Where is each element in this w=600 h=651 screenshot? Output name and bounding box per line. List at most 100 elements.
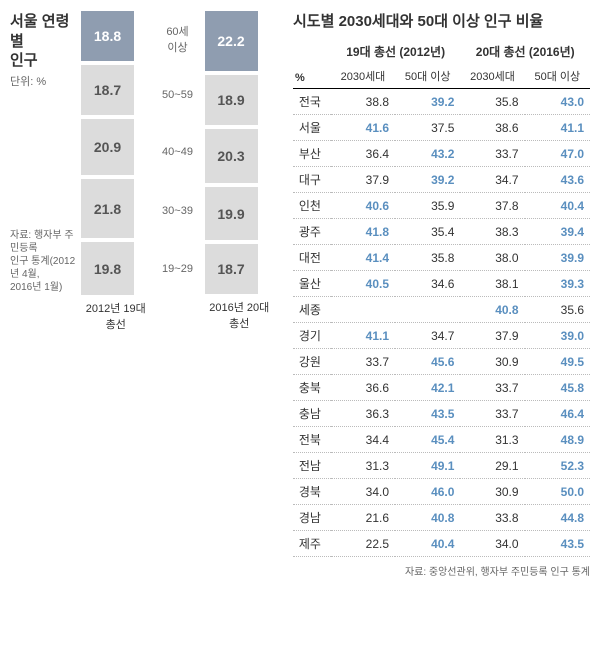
table-row: 경남21.640.833.844.8	[293, 505, 590, 531]
col-b-label: 2016년 20대 총선	[204, 299, 276, 331]
cell-value: 45.8	[525, 375, 590, 401]
table-row: 경기41.134.737.939.0	[293, 323, 590, 349]
cell-value: 40.6	[331, 193, 395, 219]
cell-value: 31.3	[460, 427, 524, 453]
cell-value: 49.1	[395, 453, 460, 479]
cell-value: 36.6	[331, 375, 395, 401]
table-row: 대전41.435.838.039.9	[293, 245, 590, 271]
cell-value: 40.4	[525, 193, 590, 219]
cell-region: 충북	[293, 375, 331, 401]
bar-segment: 21.8	[80, 178, 135, 239]
age-range-label: 30~39	[162, 182, 193, 240]
cell-value: 41.1	[331, 323, 395, 349]
right-title: 시도별 2030세대와 50대 이상 인구 비율	[293, 10, 590, 31]
left-title-2: 인구	[10, 51, 80, 71]
table-row: 전북34.445.431.348.9	[293, 427, 590, 453]
cell-value: 43.6	[525, 167, 590, 193]
cell-value: 34.4	[331, 427, 395, 453]
cell-value: 36.3	[331, 401, 395, 427]
cell-region: 전북	[293, 427, 331, 453]
age-range-label: 40~49	[162, 123, 193, 180]
cell-value: 21.6	[331, 505, 395, 531]
sub-2030-a: 2030세대	[331, 64, 395, 89]
table-row: 광주41.835.438.339.4	[293, 219, 590, 245]
cell-value: 33.7	[460, 141, 524, 167]
cell-region: 강원	[293, 349, 331, 375]
cell-value: 35.6	[525, 297, 590, 323]
cell-region: 부산	[293, 141, 331, 167]
table-corner: %	[293, 39, 331, 89]
table-row: 충남36.343.533.746.4	[293, 401, 590, 427]
cell-value: 43.2	[395, 141, 460, 167]
cell-value: 38.3	[460, 219, 524, 245]
cell-value: 39.0	[525, 323, 590, 349]
right-panel: 시도별 2030세대와 50대 이상 인구 비율 % 19대 총선 (2012년…	[293, 10, 590, 578]
col-a-label: 2012년 19대 총선	[80, 300, 152, 332]
cell-value: 36.4	[331, 141, 395, 167]
cell-value: 39.4	[525, 219, 590, 245]
cell-value: 34.7	[460, 167, 524, 193]
cell-value: 47.0	[525, 141, 590, 167]
age-range-label: 60세 이상	[166, 10, 188, 67]
bar-col-b: 22.218.920.319.918.7	[204, 10, 259, 295]
cell-value: 37.8	[460, 193, 524, 219]
left-title-block: 서울 연령별 인구 단위: % 자료: 행자부 주민등록 인구 통계(2012년…	[10, 10, 80, 294]
cell-value: 40.5	[331, 271, 395, 297]
stacked-bars: 18.818.720.921.819.8 2012년 19대 총선 60세 이상…	[80, 10, 275, 332]
cell-region: 대구	[293, 167, 331, 193]
table-row: 강원33.745.630.949.5	[293, 349, 590, 375]
cell-region: 충남	[293, 401, 331, 427]
bar-segment: 18.8	[80, 10, 135, 62]
table-row: 전국38.839.235.843.0	[293, 89, 590, 115]
cell-value: 45.4	[395, 427, 460, 453]
bar-col-a: 18.818.720.921.819.8	[80, 10, 135, 296]
cell-value: 41.8	[331, 219, 395, 245]
cell-value: 37.9	[460, 323, 524, 349]
cell-value: 41.4	[331, 245, 395, 271]
table-row: 대구37.939.234.743.6	[293, 167, 590, 193]
cell-value: 42.1	[395, 375, 460, 401]
cell-value: 41.6	[331, 115, 395, 141]
age-labels-col: 60세 이상50~5940~4930~3919~29	[152, 10, 204, 296]
bar-segment: 18.9	[204, 74, 259, 126]
header-19th: 19대 총선 (2012년)	[331, 39, 461, 64]
cell-value: 39.2	[395, 89, 460, 115]
table-row: 충북36.642.133.745.8	[293, 375, 590, 401]
cell-value: 38.8	[331, 89, 395, 115]
cell-value: 33.8	[460, 505, 524, 531]
cell-value: 38.1	[460, 271, 524, 297]
cell-value: 38.0	[460, 245, 524, 271]
cell-value: 33.7	[460, 375, 524, 401]
left-panel: 서울 연령별 인구 단위: % 자료: 행자부 주민등록 인구 통계(2012년…	[10, 10, 275, 578]
cell-region: 전국	[293, 89, 331, 115]
cell-value: 41.1	[525, 115, 590, 141]
bar-segment: 18.7	[204, 243, 259, 295]
bar-segment: 19.8	[80, 241, 135, 296]
cell-region: 세종	[293, 297, 331, 323]
cell-value: 34.0	[460, 531, 524, 557]
table-row: 부산36.443.233.747.0	[293, 141, 590, 167]
left-title-1: 서울 연령별	[10, 12, 80, 51]
cell-value: 40.8	[460, 297, 524, 323]
cell-value: 29.1	[460, 453, 524, 479]
table-row: 세종 40.835.6	[293, 297, 590, 323]
cell-region: 전남	[293, 453, 331, 479]
cell-region: 인천	[293, 193, 331, 219]
bar-segment: 18.7	[80, 64, 135, 116]
left-source: 자료: 행자부 주민등록 인구 통계(2012년 4월, 2016년 1월)	[10, 229, 80, 294]
cell-value: 37.5	[395, 115, 460, 141]
cell-value: 33.7	[460, 401, 524, 427]
cell-region: 제주	[293, 531, 331, 557]
cell-value: 50.0	[525, 479, 590, 505]
table-body: 전국38.839.235.843.0서울41.637.538.641.1부산36…	[293, 89, 590, 557]
sub-50-a: 50대 이상	[395, 64, 460, 89]
cell-region: 경남	[293, 505, 331, 531]
cell-value: 38.6	[460, 115, 524, 141]
age-range-label: 50~59	[162, 69, 193, 121]
cell-region: 광주	[293, 219, 331, 245]
cell-value: 48.9	[525, 427, 590, 453]
cell-value: 43.0	[525, 89, 590, 115]
cell-value: 39.3	[525, 271, 590, 297]
cell-value: 43.5	[525, 531, 590, 557]
header-20th: 20대 총선 (2016년)	[460, 39, 590, 64]
